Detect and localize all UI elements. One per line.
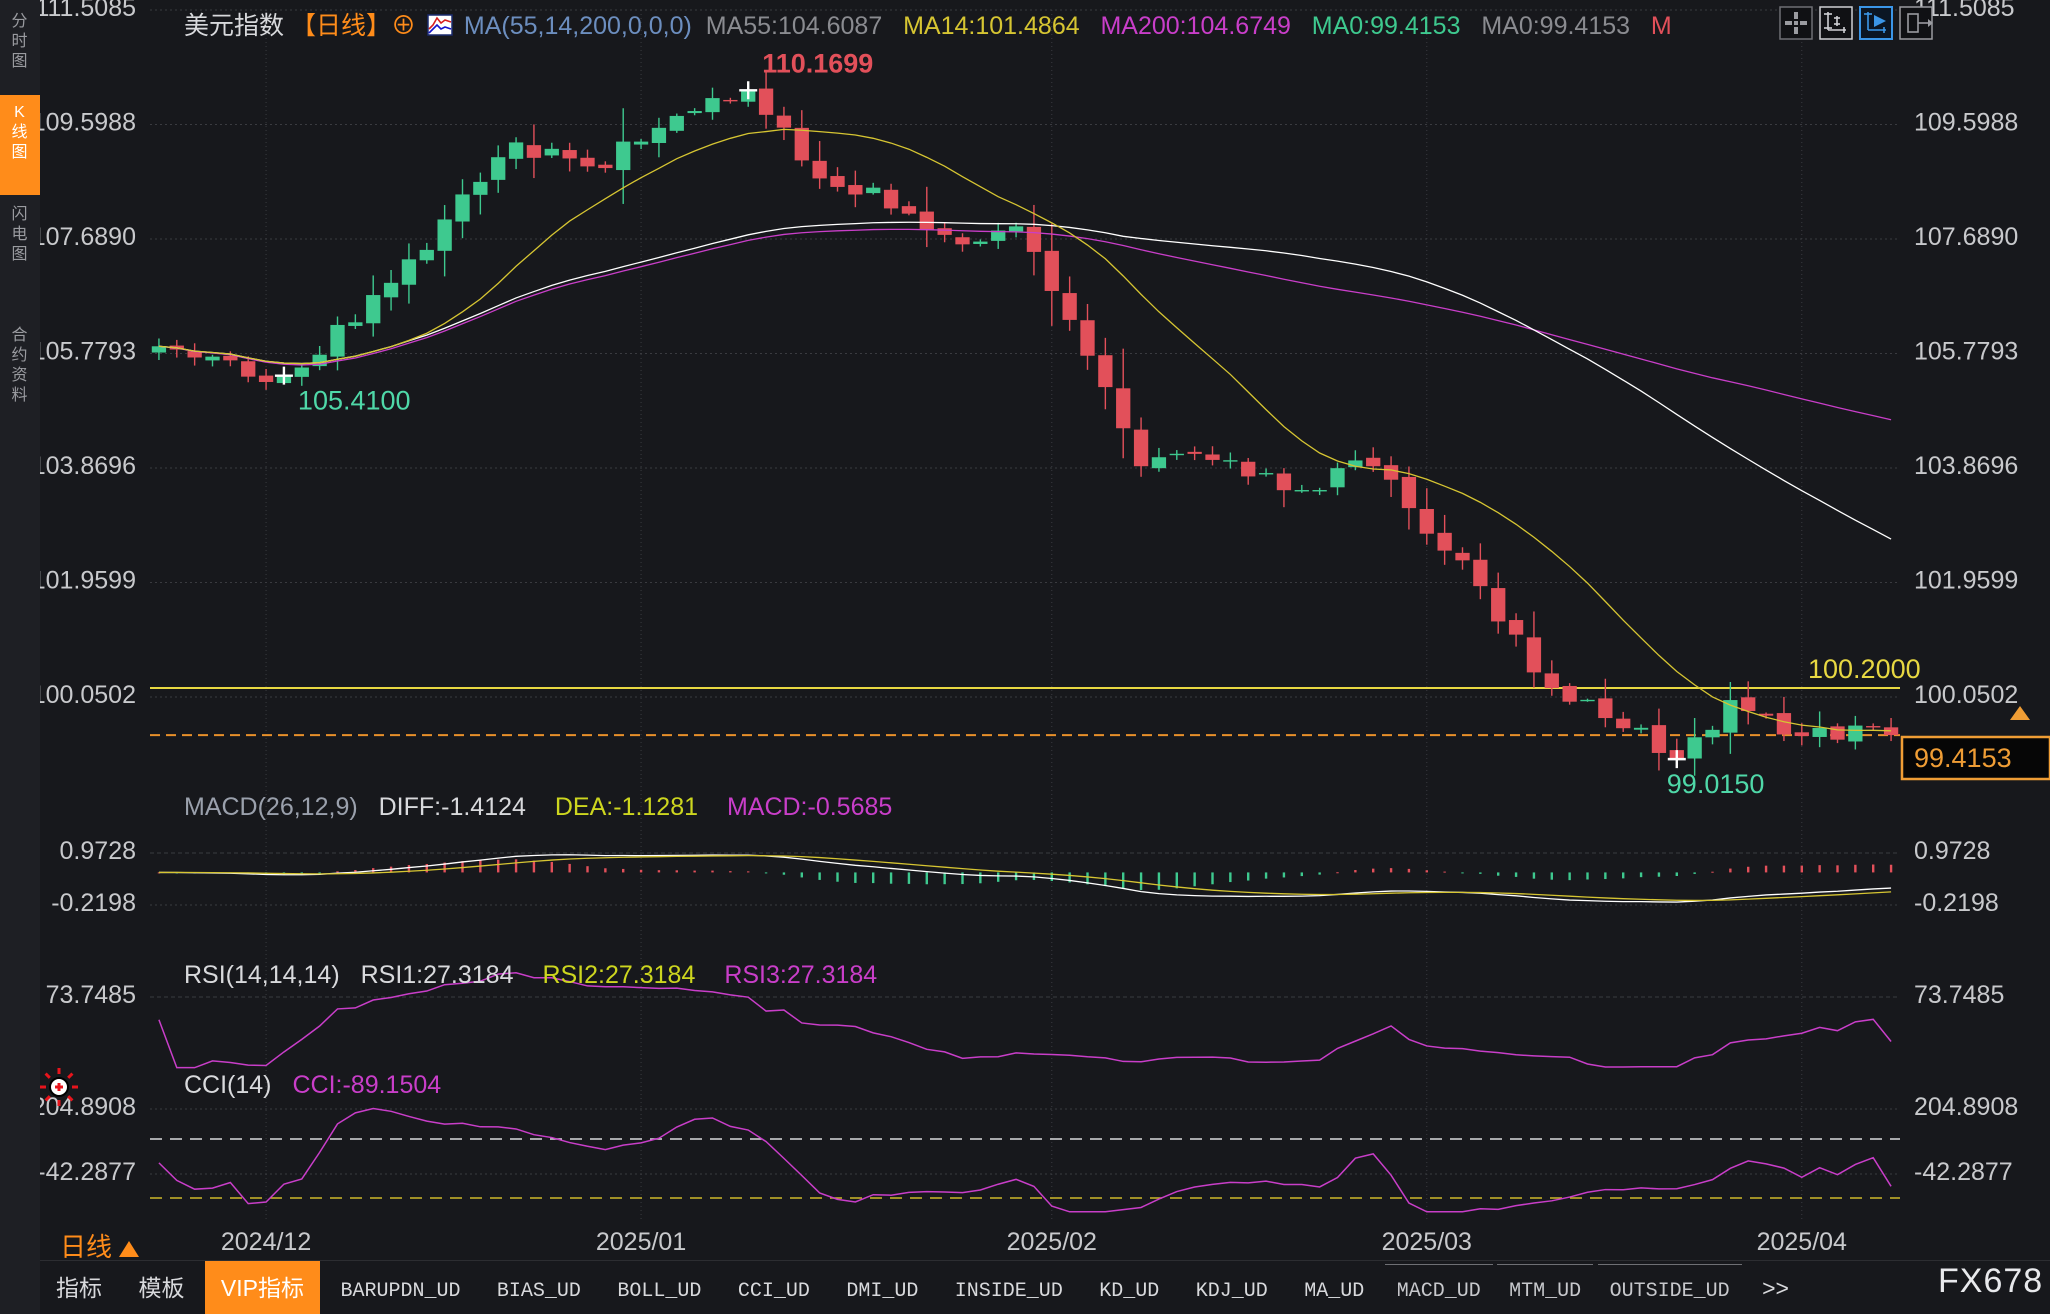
svg-text:0.9728: 0.9728 [60,837,136,865]
svg-text:103.8696: 103.8696 [1914,452,2018,480]
svg-text:CCI(14) CCI:-89.1504: CCI(14) CCI:-89.1504 [184,1071,441,1099]
svg-text:2025/01: 2025/01 [596,1228,686,1256]
svg-text:2025/03: 2025/03 [1382,1228,1472,1256]
svg-text:109.5988: 109.5988 [1914,109,2018,137]
svg-text:73.7485: 73.7485 [46,981,136,1009]
svg-text:105.7793: 105.7793 [1914,338,2018,366]
svg-text:73.7485: 73.7485 [1914,981,2004,1009]
svg-text:107.6890: 107.6890 [1914,223,2018,251]
svg-text:-0.2198: -0.2198 [51,889,136,917]
svg-text:105.7793: 105.7793 [32,338,136,366]
svg-text:101.9599: 101.9599 [1914,567,2018,595]
svg-text:110.1699: 110.1699 [762,48,873,78]
svg-text:2025/02: 2025/02 [1007,1228,1097,1256]
svg-text:100.0502: 100.0502 [1914,681,2018,709]
svg-text:101.9599: 101.9599 [32,567,136,595]
svg-text:100.0502: 100.0502 [32,681,136,709]
svg-text:111.5085: 111.5085 [35,0,136,22]
svg-text:-42.2877: -42.2877 [37,1158,136,1186]
svg-text:100.2000: 100.2000 [1808,654,1921,684]
svg-text:-42.2877: -42.2877 [1914,1158,2013,1186]
svg-text:-0.2198: -0.2198 [1914,889,1999,917]
svg-text:99.0150: 99.0150 [1667,769,1765,799]
svg-text:107.6890: 107.6890 [32,223,136,251]
svg-text:204.8908: 204.8908 [1914,1093,2018,1121]
svg-text:2025/04: 2025/04 [1757,1228,1847,1256]
svg-text:103.8696: 103.8696 [32,452,136,480]
svg-text:109.5988: 109.5988 [32,109,136,137]
svg-text:0.9728: 0.9728 [1914,837,1990,865]
svg-text:99.4153: 99.4153 [1914,743,2012,773]
svg-text:105.4100: 105.4100 [298,386,411,416]
svg-text:2024/12: 2024/12 [221,1228,311,1256]
